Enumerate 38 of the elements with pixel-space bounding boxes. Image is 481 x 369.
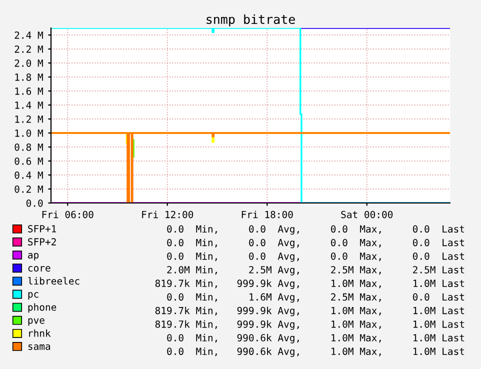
text: 0.0 Min, 1.6M Avg, 2.5M Max, 0.0 Last (167, 293, 464, 303)
y-tick-label: 0.0 (26, 200, 43, 207)
x-tick-label: Fri 18:00 (242, 210, 293, 218)
y-tick-label: 0.8 M (14, 144, 43, 151)
y-tick-label: 0.2 M (14, 186, 43, 193)
y-tick-label: 1.2 M (15, 116, 43, 123)
legend-label: SFP+1 (28, 225, 56, 232)
y-tick-label: 2.0 M (14, 60, 43, 67)
legend-label: sama (28, 344, 50, 350)
legend-label: SFP+2 (28, 238, 56, 246)
legend-label: libreelec (28, 277, 80, 285)
text: 2.0M Min, 2.5M Avg, 2.5M Max, 2.5M Last (167, 266, 464, 276)
y-tick-label: 1.8 M (15, 74, 43, 81)
y-tick-label: 1.0 M (15, 130, 43, 137)
x-tick-label: Sat 00:00 (341, 210, 393, 218)
y-tick-label: 0.4 M (14, 172, 43, 179)
text: 0.0 Min, 990.6k Avg, 1.0M Max, 1.0M Last (167, 348, 464, 357)
text: 0.0 Min, 0.0 Avg, 0.0 Max, 0.0 Last (167, 225, 464, 235)
y-tick-label: 1.6 M (15, 88, 43, 95)
legend-label: pve (28, 318, 44, 326)
x-tick-label: Fri 12:00 (142, 210, 194, 218)
legend-label: core (28, 266, 50, 272)
legend-label: rhnk (29, 329, 51, 337)
legend-label: pc (28, 292, 38, 300)
legend-label: ap (28, 252, 39, 260)
text: 819.7k Min, 999.9k Avg, 1.0M Max, 1.0M Last (155, 320, 464, 330)
legend-label: phone (28, 303, 56, 313)
x-tick-label: Fri 06:00 (42, 210, 94, 218)
y-tick-label: 2.4 M (14, 32, 43, 39)
y-tick-label: 1.4 M (15, 102, 43, 109)
chart-title: snmp bitrate (206, 14, 295, 26)
text: 819.7k Min, 999.9k Avg, 1.0M Max, 1.0M Last (155, 280, 464, 289)
text: 0.0 Min, 0.0 Avg, 0.0 Max, 0.0 Last (167, 238, 464, 248)
y-tick-label: 0.6 M (14, 158, 43, 165)
text: 819.7k Min, 999.9k Avg, 1.0M Max, 1.0M Last (155, 306, 464, 316)
text: 0.0 Min, 990.6k Avg, 1.0M Max, 1.0M Last (167, 334, 464, 344)
y-tick-label: 2.2 M (14, 46, 43, 53)
text: 0.0 Min, 0.0 Avg, 0.0 Max, 0.0 Last (167, 252, 464, 262)
